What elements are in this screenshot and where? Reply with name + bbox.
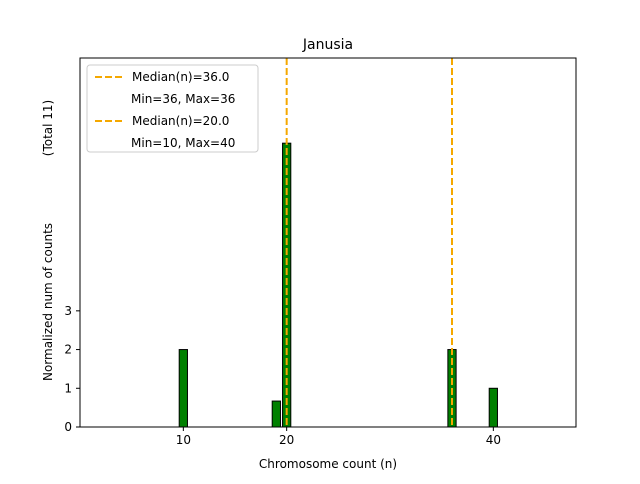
y-tick-label: 3 — [64, 304, 72, 318]
y-tick-label: 1 — [64, 381, 72, 395]
x-tick-label: 10 — [176, 433, 191, 447]
legend-range-label: Min=10, Max=40 — [131, 136, 235, 150]
bar — [178, 349, 188, 428]
y-axis-label: Normalized num of counts — [41, 223, 55, 381]
y-tick-label: 0 — [64, 420, 72, 434]
plot-frame — [79, 57, 577, 428]
y-axis-total-label: (Total 11) — [41, 100, 55, 156]
x-tick-label: 40 — [486, 433, 501, 447]
x-tick-label: 20 — [279, 433, 294, 447]
legend-range-label: Min=36, Max=36 — [131, 92, 235, 106]
y-tick-label: 2 — [64, 343, 72, 357]
legend-label: Median(n)=20.0 — [132, 114, 229, 128]
chart-title: Janusia — [302, 37, 353, 53]
legend: Median(n)=36.0 Min=36, Max=36 Median(n)=20… — [86, 64, 259, 153]
x-axis-label: Chromosome count (n) — [259, 457, 397, 471]
bar — [271, 400, 281, 428]
legend-label: Median(n)=36.0 — [132, 70, 229, 84]
bar — [488, 387, 498, 428]
